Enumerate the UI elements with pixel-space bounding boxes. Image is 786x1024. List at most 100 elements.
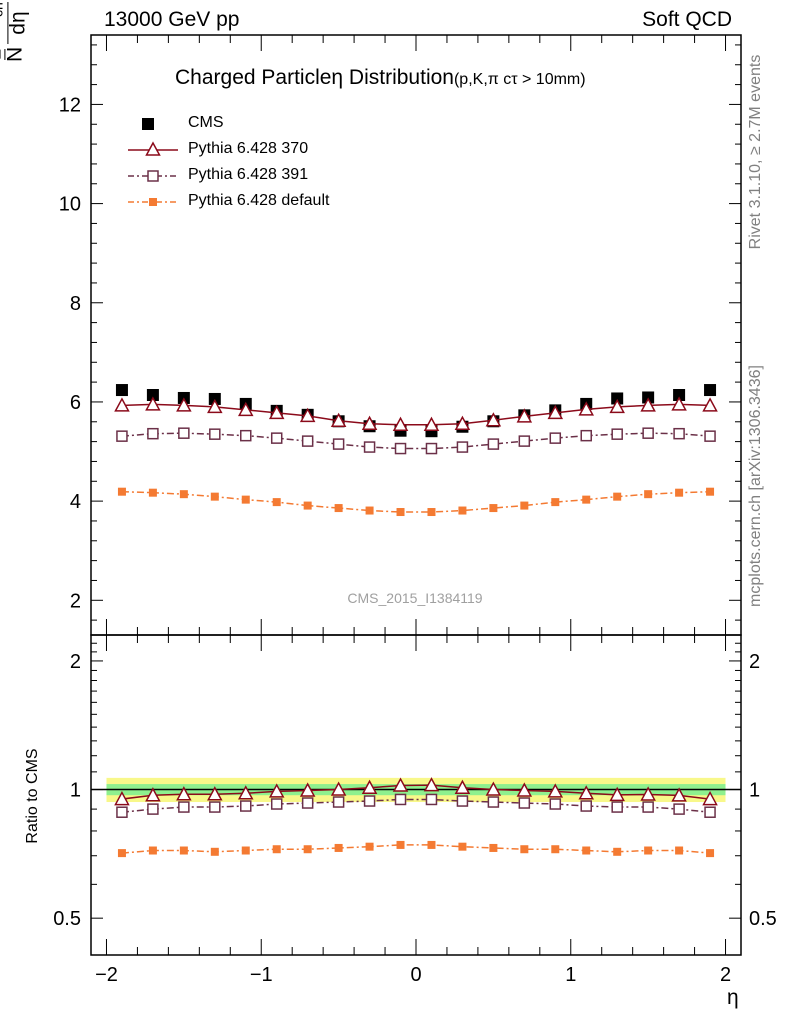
main-point-pdefault-18 — [675, 488, 684, 497]
main-point-p391-13 — [518, 435, 531, 447]
main-ytick-label: 4 — [70, 491, 81, 513]
chart-title-main: Charged Particleη Distribution — [175, 66, 454, 89]
main-point-pdefault-13 — [520, 501, 529, 510]
legend-marker-p370 — [145, 141, 161, 156]
legend-item-p391: Pythia 6.428 391 — [128, 164, 378, 188]
xtick-label: −1 — [250, 964, 273, 986]
ratio-point-p391-9 — [394, 793, 407, 806]
main-point-pdefault-0 — [117, 487, 126, 496]
main-ytick-label: 6 — [70, 392, 81, 414]
ratio-point-pdefault-0 — [117, 849, 126, 858]
main-point-pdefault-1 — [148, 488, 157, 497]
ratio-point-p370-16 — [609, 786, 625, 802]
ratio-point-p370-13 — [516, 782, 533, 797]
main-point-pdefault-3 — [210, 492, 219, 501]
ratio-line-pdefault — [121, 844, 711, 854]
main-point-p370-8 — [361, 415, 378, 431]
chart-title-suffix: (p,K,π cτ > 10mm) — [453, 71, 586, 88]
main-point-p391-16 — [611, 428, 623, 440]
main-point-p370-4 — [238, 401, 254, 417]
ratio-point-pdefault-18 — [675, 846, 684, 855]
ratio-point-p391-14 — [549, 798, 562, 810]
main-point-p370-3 — [207, 398, 223, 414]
legend-item-p370: Pythia 6.428 370 — [128, 138, 378, 162]
legend: CMS Pythia 6.428 370 Pythia 6.428 391 Py… — [128, 112, 378, 217]
ratio-ytick-label-right: 0.5 — [749, 908, 777, 930]
ratio-point-pdefault-10 — [427, 840, 436, 849]
main-point-pdefault-6 — [303, 501, 312, 510]
main-point-cms-19 — [704, 384, 717, 397]
ratio-point-p391-10 — [425, 793, 438, 806]
main-point-cms-1 — [146, 389, 159, 401]
main-point-p391-7 — [332, 438, 345, 450]
ratio-point-p391-19 — [704, 806, 716, 818]
main-point-p370-15 — [578, 401, 594, 416]
ratio-ytick-label-right: 2 — [749, 651, 760, 673]
x-axis-label: η — [727, 986, 739, 1009]
main-point-pdefault-4 — [241, 495, 250, 504]
ratio-point-p391-13 — [518, 797, 531, 809]
ratio-point-pdefault-9 — [396, 840, 405, 849]
main-point-pdefault-12 — [489, 504, 498, 513]
legend-label-pdefault: Pythia 6.428 default — [188, 192, 330, 209]
main-point-pdefault-11 — [458, 506, 467, 515]
main-point-pdefault-8 — [365, 506, 374, 515]
main-point-p370-13 — [516, 408, 533, 423]
main-point-p391-14 — [549, 432, 562, 444]
ratio-point-p370-15 — [578, 785, 594, 800]
main-point-p391-10 — [425, 442, 438, 455]
main-point-p391-9 — [394, 442, 407, 455]
ratio-point-p391-5 — [270, 798, 283, 810]
main-point-p370-11 — [454, 415, 471, 431]
main-point-p391-6 — [301, 435, 314, 447]
main-plot-frame — [90, 34, 742, 636]
ratio-point-p370-18 — [671, 787, 687, 802]
main-point-cms-16 — [611, 392, 624, 405]
main-ytick-label: 12 — [59, 94, 81, 116]
legend-item-cms: CMS — [128, 112, 378, 136]
ratio-point-p370-3 — [207, 786, 223, 801]
main-point-p391-18 — [673, 427, 685, 440]
main-point-p391-15 — [580, 429, 592, 442]
ratio-point-p391-8 — [363, 795, 376, 807]
ratio-point-pdefault-15 — [582, 846, 591, 855]
ratio-point-p391-0 — [116, 806, 128, 818]
xtick-label: 1 — [565, 964, 576, 986]
main-point-p391-2 — [178, 427, 190, 439]
ratio-ytick-label-left: 2 — [70, 651, 81, 673]
ratio-point-p370-1 — [145, 787, 161, 802]
ratio-point-pdefault-19 — [706, 849, 715, 858]
main-point-p370-7 — [330, 412, 347, 428]
ratio-point-p391-18 — [673, 803, 685, 815]
main-ytick-label: 10 — [59, 194, 81, 216]
ratio-point-pdefault-14 — [551, 845, 560, 854]
main-point-pdefault-7 — [334, 504, 343, 513]
main-point-pdefault-5 — [272, 498, 281, 507]
main-point-p370-19 — [702, 397, 718, 412]
analysis-watermark: CMS_2015_I1384119 — [347, 590, 483, 606]
main-point-p370-18 — [671, 396, 687, 411]
main-point-p391-1 — [147, 427, 159, 440]
legend-label-p391: Pythia 6.428 391 — [188, 166, 309, 183]
main-point-pdefault-19 — [706, 487, 715, 496]
main-point-p370-6 — [299, 407, 316, 423]
legend-label-cms: CMS — [188, 114, 224, 131]
main-point-p391-17 — [642, 427, 654, 439]
ratio-point-p370-4 — [238, 785, 254, 800]
ratio-ytick-label-left: 0.5 — [53, 908, 81, 930]
ratio-point-p391-7 — [332, 796, 345, 808]
ratio-point-p370-5 — [268, 783, 285, 798]
main-point-p370-2 — [176, 397, 192, 412]
legend-item-pdefault: Pythia 6.428 default — [128, 190, 378, 214]
legend-marker-cms — [142, 118, 154, 130]
ratio-point-p370-8 — [361, 779, 378, 794]
ratio-point-pdefault-6 — [303, 845, 312, 854]
main-point-p391-5 — [270, 432, 283, 444]
ratio-point-p370-10 — [423, 777, 440, 792]
xtick-label: 0 — [410, 964, 421, 986]
main-point-p391-8 — [363, 441, 376, 453]
ratio-point-p391-4 — [240, 800, 252, 812]
main-ytick-label: 2 — [70, 590, 81, 612]
ratio-point-p370-17 — [640, 786, 656, 801]
ratio-point-pdefault-7 — [334, 843, 343, 852]
